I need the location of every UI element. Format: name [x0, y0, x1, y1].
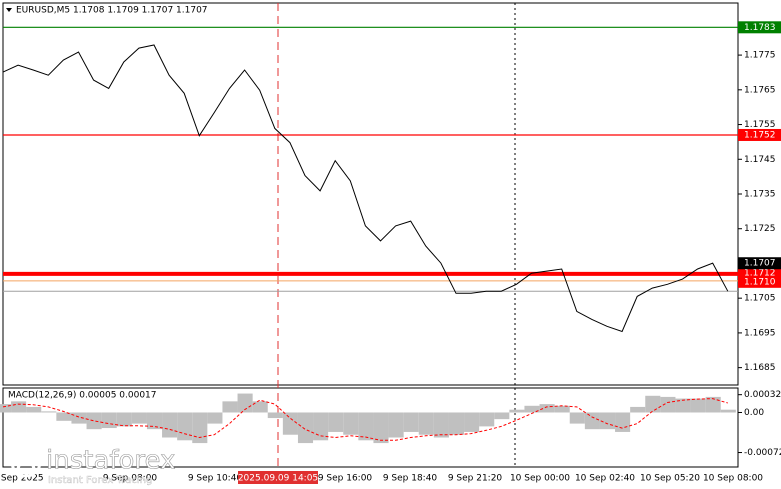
histogram-bar [86, 412, 102, 430]
histogram-bar [358, 412, 374, 441]
cursor-label: 2025.09.09 14:05 [238, 474, 318, 484]
histogram-bar [222, 401, 238, 413]
level-label: 1.1752 [744, 130, 776, 140]
logo-icon [10, 446, 42, 478]
histogram-bar [41, 411, 57, 413]
histogram-bar [162, 412, 178, 438]
y-tick-label: 1.1725 [744, 224, 776, 234]
histogram-bar [116, 412, 132, 427]
histogram-bar [494, 412, 510, 420]
histogram-bar [56, 412, 72, 421]
histogram-bar [131, 412, 147, 424]
histogram-bar [554, 405, 570, 413]
histogram-bar [267, 412, 283, 419]
histogram-bar [0, 404, 12, 413]
histogram-bar [433, 412, 449, 438]
histogram-bar [343, 412, 359, 435]
y-tick-label: 1.1755 [744, 120, 776, 130]
macd-title: MACD(12,26,9) 0.00005 0.00017 [8, 391, 157, 401]
histogram-bar [101, 412, 117, 429]
level-label-box [738, 21, 781, 34]
histogram-bar [418, 412, 434, 435]
y-tick-label: 1.1695 [744, 328, 776, 338]
y-tick-label: 1.1735 [744, 190, 776, 200]
histogram-bar [26, 406, 42, 413]
y-tick-label: 1.1705 [744, 294, 776, 304]
histogram-bar [388, 412, 404, 438]
level-label: 1.1783 [744, 23, 776, 33]
x-tick-label: 9 Sep 08:00 [103, 474, 158, 484]
level-label-box [738, 128, 781, 141]
histogram-bar [524, 405, 540, 413]
price-line [2, 44, 729, 333]
histogram-bar [71, 412, 87, 424]
histogram-bar [313, 412, 329, 441]
y-tick-label: 1.1775 [744, 51, 776, 61]
histogram-bar [720, 409, 736, 413]
histogram-bar [237, 393, 253, 413]
histogram-bar [207, 412, 223, 424]
histogram-bar [645, 395, 661, 413]
histogram-bar [403, 412, 419, 432]
level-label: 1.1710 [744, 277, 776, 287]
y-tick-label: 1.1745 [744, 155, 776, 165]
x-tick-label: 9 Sep 21:20 [448, 474, 503, 484]
histogram-bar [192, 412, 208, 444]
histogram-bar [328, 412, 344, 432]
histogram-bar [177, 412, 193, 441]
histogram-bar [297, 412, 314, 444]
x-tick-label: 9 Sep 10:40 [188, 474, 243, 484]
menu-arrow [6, 8, 12, 12]
y-tick-label: 1.1685 [744, 363, 776, 373]
signal-line [2, 398, 728, 441]
histogram-bar [282, 412, 298, 435]
y-tick-label: 1.1765 [744, 85, 776, 95]
histogram-bar [615, 412, 631, 432]
x-tick-label: 10 Sep 02:40 [575, 474, 635, 484]
x-tick-label: 9 Sep 2025 [0, 474, 44, 484]
x-tick-label: 10 Sep 05:20 [640, 474, 700, 484]
level-label: 1.1707 [744, 259, 776, 269]
x-tick-label: 9 Sep 18:40 [383, 474, 438, 484]
histogram-bar [479, 412, 495, 427]
histogram-bar [252, 401, 268, 413]
histogram-bar [705, 396, 721, 413]
histogram-bar [539, 404, 555, 413]
histogram-bar [11, 401, 27, 413]
histogram-bar [584, 412, 600, 430]
histogram-bar [660, 396, 676, 413]
level-label-box [738, 257, 781, 270]
logo-icon [16, 448, 36, 469]
cursor-label-box [238, 471, 318, 484]
histogram-bar [146, 412, 163, 430]
y-tick-label: -0.00072 [744, 448, 781, 458]
logo: instaforex Instant Forex Tracing [10, 445, 176, 486]
histogram-bar [599, 412, 616, 430]
level-label: 1.1712 [744, 268, 776, 278]
histogram-bar [448, 412, 465, 435]
logo-brand: instaforex [46, 446, 175, 476]
histogram-bar [675, 398, 691, 413]
y-tick-label: 0.00 [744, 408, 764, 418]
macd-frame [2, 387, 739, 468]
x-tick-label: 9 Sep 16:00 [318, 474, 373, 484]
level-label-box [738, 275, 781, 288]
histogram-bar [690, 398, 706, 413]
logo-tagline: Instant Forex Tracing [48, 475, 152, 486]
y-tick-label: 0.00032 [744, 390, 781, 400]
histogram-bar [509, 409, 525, 413]
x-tick-label: 10 Sep 00:00 [510, 474, 570, 484]
histogram-bar [464, 412, 480, 432]
x-tick-label: 10 Sep 08:00 [703, 474, 763, 484]
chart-title: EURUSD,M5 1.1708 1.1709 1.1707 1.1707 [16, 6, 208, 16]
histogram-bar [630, 406, 646, 413]
histogram-bar [569, 412, 585, 424]
histogram-bar [373, 412, 389, 444]
